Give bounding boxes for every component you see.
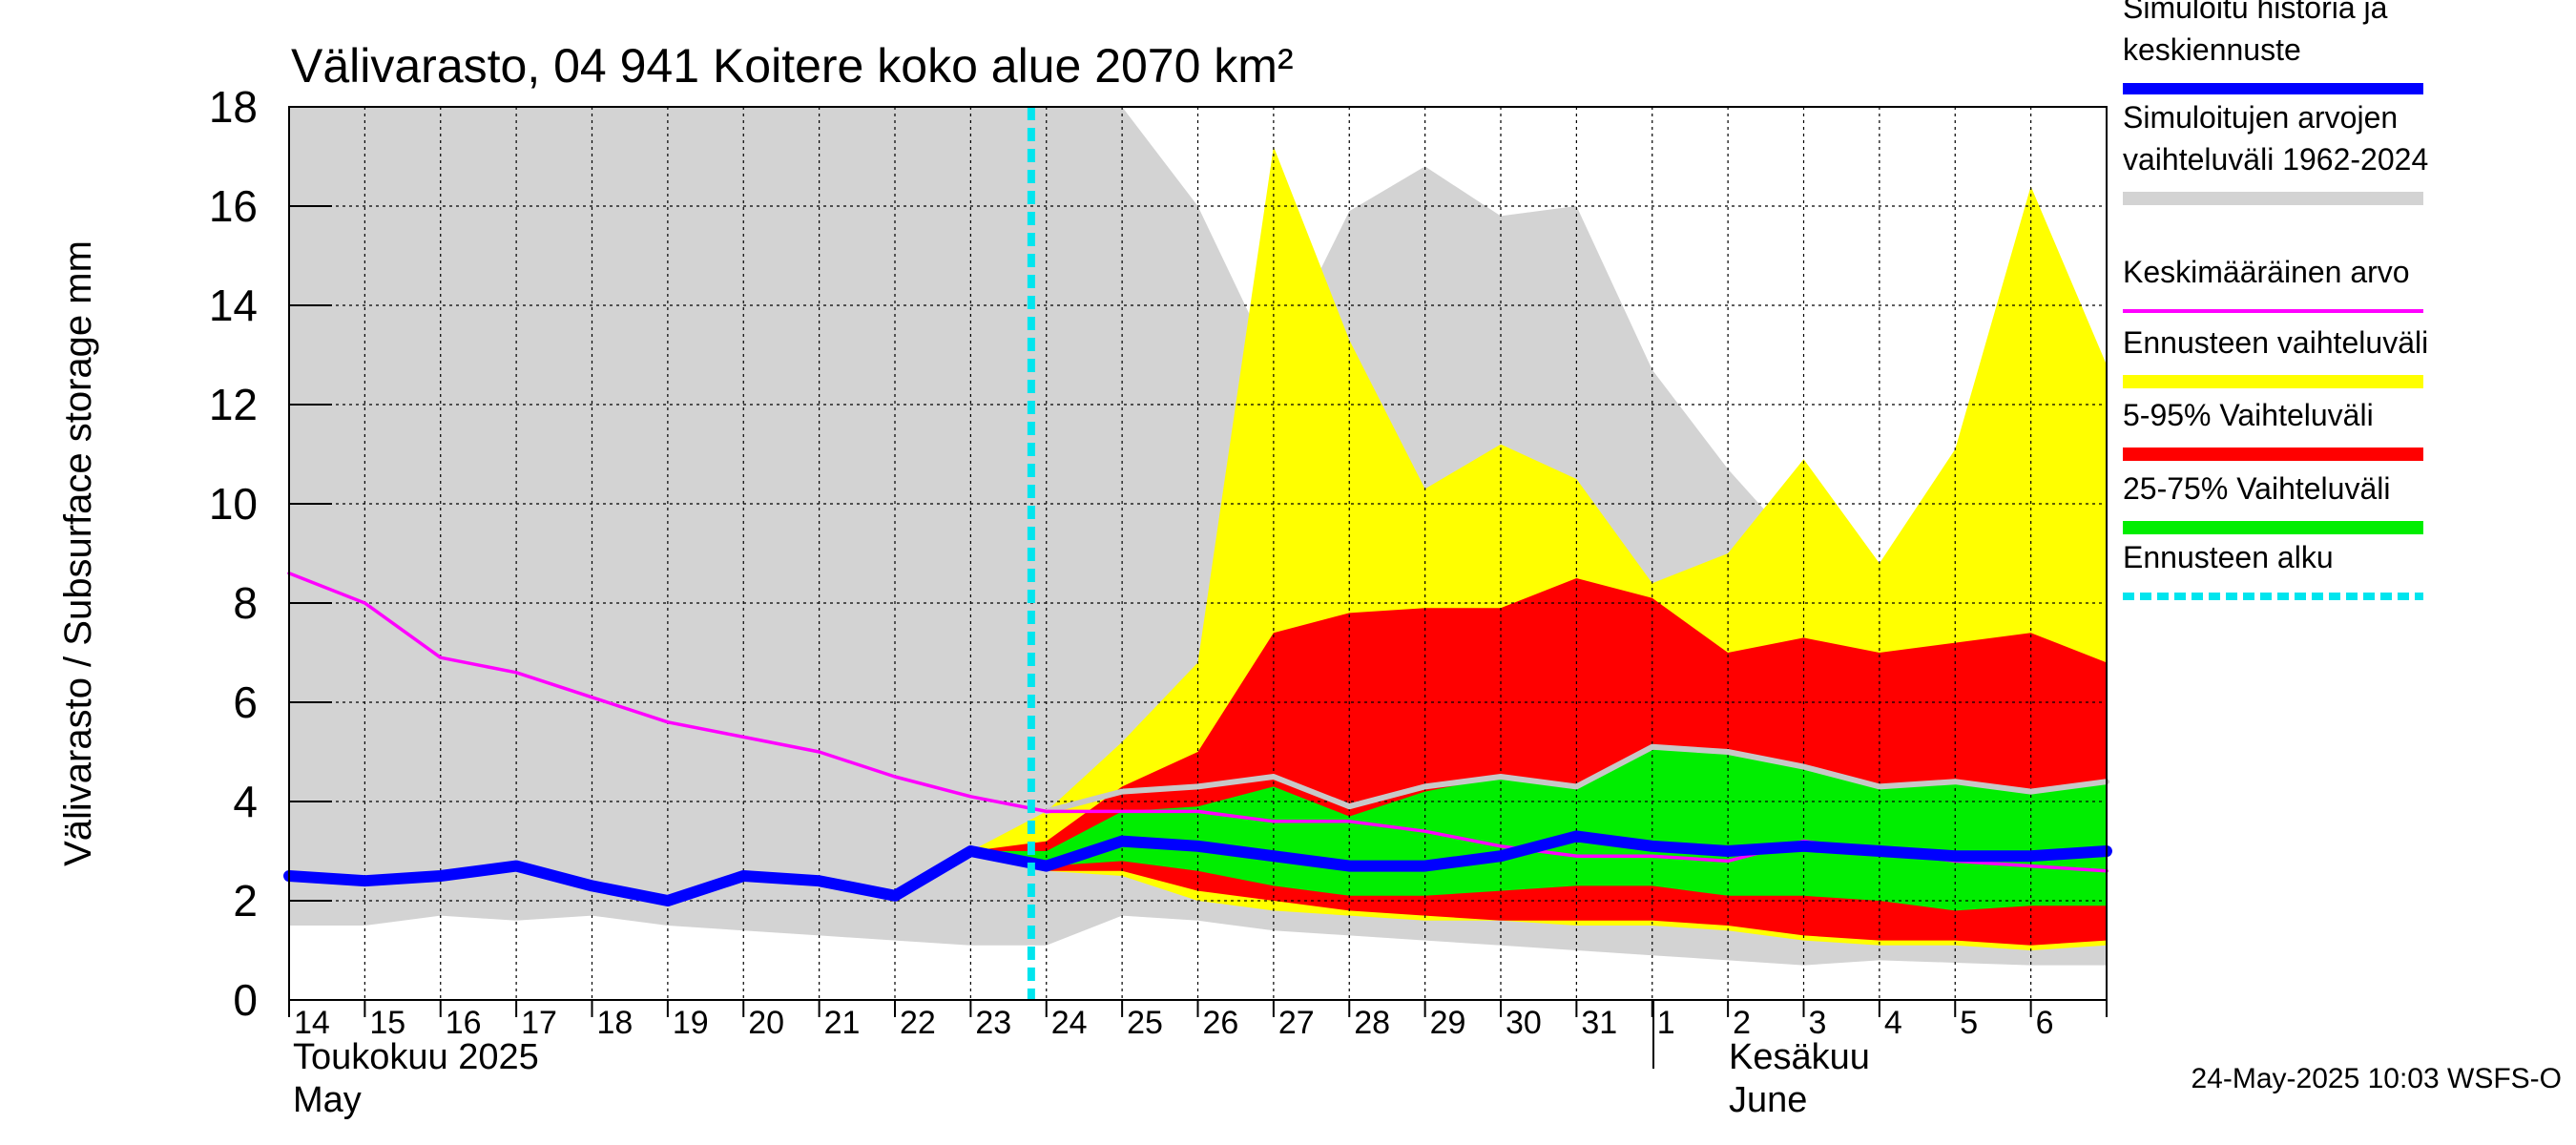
x-tick-label: 2 (1733, 1005, 1751, 1041)
x-tick-label: 26 (1203, 1005, 1239, 1041)
month-label-june-en: June (1729, 1080, 1807, 1120)
y-tick-label: 14 (209, 281, 258, 330)
legend-label-history: keskiennuste (2123, 32, 2301, 67)
legend-label-p5_95: 5-95% Vaihteluväli (2123, 398, 2374, 432)
y-tick-label: 4 (233, 777, 258, 826)
month-label-may-en: May (293, 1080, 362, 1120)
legend-label-range: Simuloitujen arvojen (2123, 100, 2398, 135)
x-axis: 14 15 16 17 18 19 20 21 22 23 24 25 26 27 28 29 30 31 1 2 3 4… (288, 1000, 2108, 1041)
x-tick-label: 5 (1960, 1005, 1978, 1041)
p25-75-area (970, 746, 2107, 911)
upper-median-line (1043, 743, 2109, 815)
chart-title: Välivarasto, 04 941 Koitere koko alue 20… (291, 39, 1294, 93)
month-label-june-fi: Kesäkuu (1729, 1037, 1870, 1077)
legend-label-p25_75: 25-75% Vaihteluväli (2123, 471, 2390, 506)
x-tick-label: 28 (1354, 1005, 1390, 1041)
x-tick-label: 1 (1657, 1005, 1675, 1041)
legend: Simuloitu historia ja keskiennuste Simuloi… (2123, 0, 2428, 600)
x-tick-label: 16 (446, 1005, 482, 1041)
y-tick-label: 6 (233, 677, 258, 727)
x-tick-label: 27 (1278, 1005, 1315, 1041)
x-tick-label: 22 (900, 1005, 936, 1041)
x-tick-label: 25 (1127, 1005, 1163, 1041)
x-tick-label: 15 (369, 1005, 405, 1041)
x-tick-label: 3 (1809, 1005, 1827, 1041)
x-tick-label: 18 (597, 1005, 634, 1041)
history-line (283, 830, 2112, 906)
legend-label-forecast_start: Ennusteen alku (2123, 540, 2334, 574)
x-tick-label: 24 (1051, 1005, 1088, 1041)
x-tick-label: 19 (673, 1005, 709, 1041)
x-tick-label: 14 (294, 1005, 330, 1041)
y-tick-label: 12 (209, 380, 258, 429)
x-tick-label: 21 (824, 1005, 861, 1041)
x-tick-label: 17 (521, 1005, 557, 1041)
y-tick-label: 2 (233, 876, 258, 926)
y-axis-label: Välivarasto / Subsurface storage mm (57, 240, 99, 866)
x-tick-label: 29 (1430, 1005, 1466, 1041)
x-tick-label: 31 (1581, 1005, 1617, 1041)
footer-timestamp: 24-May-2025 10:03 WSFS-O (2192, 1063, 2563, 1094)
x-tick-label: 6 (2036, 1005, 2054, 1041)
y-axis: 0 2 4 6 8 10 12 14 16 18 (209, 82, 332, 1025)
x-tick-label: 30 (1506, 1005, 1542, 1041)
x-tick-label: 4 (1884, 1005, 1902, 1041)
y-tick-label: 16 (209, 181, 258, 231)
legend-label-ens_range: Ennusteen vaihteluväli (2123, 325, 2428, 360)
legend-label-range: vaihteluväli 1962-2024 (2123, 142, 2428, 177)
plot-lines (283, 107, 2112, 1000)
y-tick-label: 8 (233, 578, 258, 628)
y-tick-label: 10 (209, 479, 258, 529)
legend-label-history: Simuloitu historia ja (2123, 0, 2388, 25)
y-tick-label: 0 (233, 975, 258, 1025)
month-label-may-fi: Toukokuu 2025 (293, 1037, 539, 1077)
x-tick-label: 20 (748, 1005, 784, 1041)
legend-label-mean: Keskimääräinen arvo (2123, 255, 2410, 289)
y-tick-label: 18 (209, 82, 258, 132)
x-tick-label: 23 (975, 1005, 1011, 1041)
